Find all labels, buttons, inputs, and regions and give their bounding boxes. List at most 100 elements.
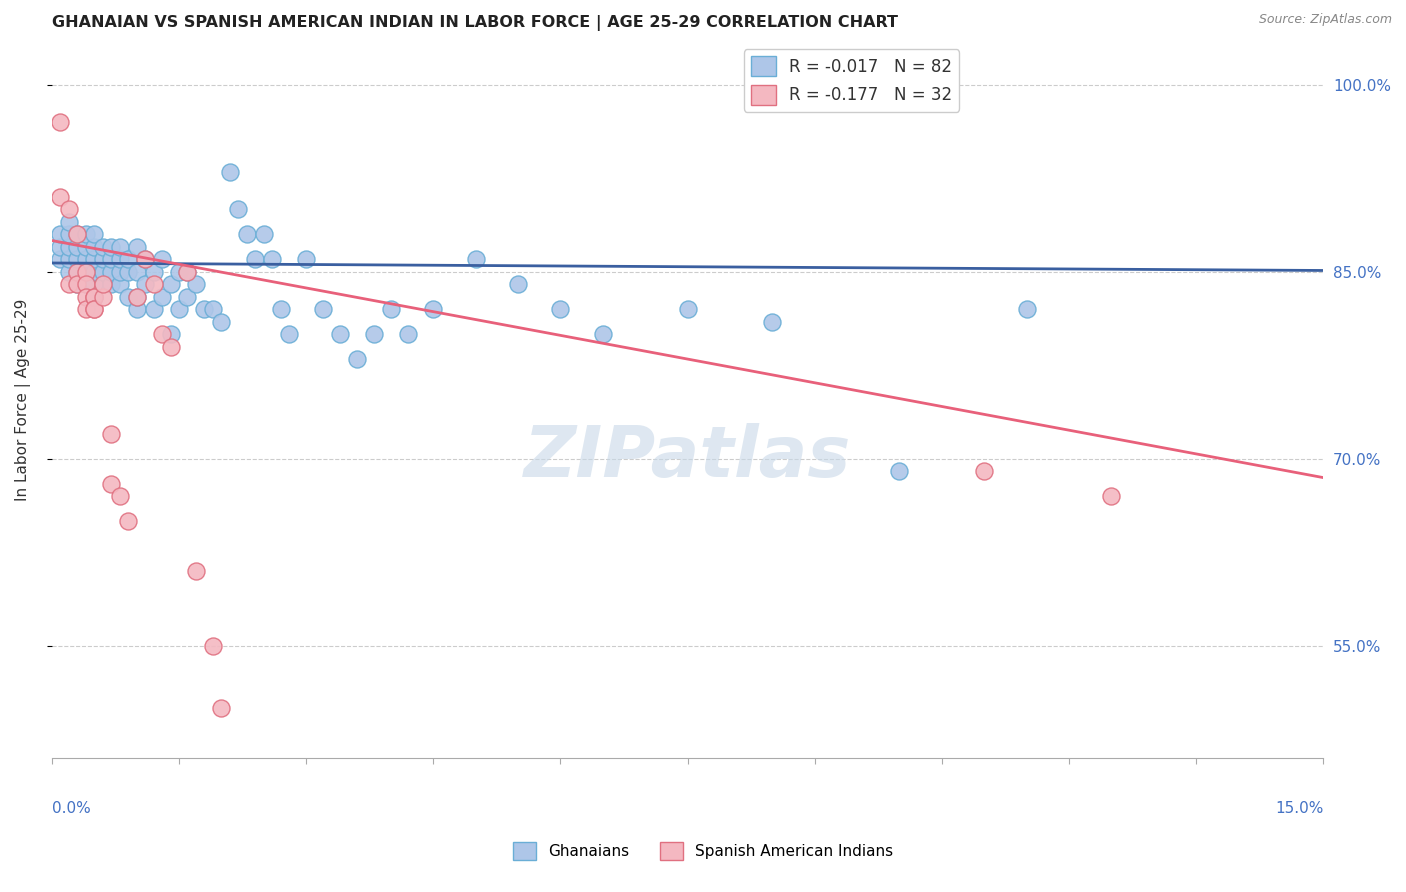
Point [134,252,156,267]
Point [58,265,80,279]
Point [49,227,72,242]
Point [201,639,224,653]
Point [100,277,122,292]
Point [100,240,122,254]
Point [75,265,97,279]
Point [49,240,72,254]
Point [117,252,139,267]
Point [66,277,89,292]
Point [396,327,419,342]
Point [176,290,198,304]
Y-axis label: In Labor Force | Age 25-29: In Labor Force | Age 25-29 [15,299,31,500]
Point [464,252,486,267]
Point [100,252,122,267]
Point [150,327,173,342]
Point [58,252,80,267]
Point [134,277,156,292]
Point [278,327,301,342]
Point [125,265,148,279]
Point [49,252,72,267]
Point [83,302,105,317]
Point [142,265,165,279]
Point [134,252,156,267]
Point [176,265,198,279]
Point [193,302,215,317]
Point [506,277,529,292]
Point [66,252,89,267]
Point [1015,302,1038,317]
Point [125,290,148,304]
Point [159,340,181,354]
Point [83,302,105,317]
Point [245,252,267,267]
Point [75,240,97,254]
Point [91,252,114,267]
Point [270,302,292,317]
Point [142,302,165,317]
Point [312,302,335,317]
Point [1099,489,1122,503]
Point [150,252,173,267]
Point [75,227,97,242]
Point [83,290,105,304]
Point [66,227,89,242]
Point [167,302,190,317]
Point [167,265,190,279]
Point [218,165,240,179]
Text: Source: ZipAtlas.com: Source: ZipAtlas.com [1258,13,1392,27]
Point [58,227,80,242]
Point [159,327,181,342]
Point [91,290,114,304]
Point [83,227,105,242]
Point [49,190,72,204]
Point [75,277,97,292]
Point [75,265,97,279]
Point [592,327,614,342]
Point [209,315,232,329]
Point [226,202,249,217]
Point [66,265,89,279]
Legend: R = -0.017   N = 82, R = -0.177   N = 32: R = -0.017 N = 82, R = -0.177 N = 32 [744,49,959,112]
Point [91,240,114,254]
Point [75,277,97,292]
Text: GHANAIAN VS SPANISH AMERICAN INDIAN IN LABOR FORCE | AGE 25-29 CORRELATION CHART: GHANAIAN VS SPANISH AMERICAN INDIAN IN L… [52,15,898,31]
Point [676,302,699,317]
Point [125,290,148,304]
Point [262,252,284,267]
Point [236,227,259,242]
Point [380,302,402,317]
Point [75,302,97,317]
Point [100,476,122,491]
Point [66,227,89,242]
Point [761,315,783,329]
Point [83,290,105,304]
Point [117,265,139,279]
Point [83,290,105,304]
Point [329,327,352,342]
Point [58,202,80,217]
Point [66,265,89,279]
Point [117,514,139,528]
Point [108,489,131,503]
Point [422,302,444,317]
Point [49,115,72,129]
Point [108,277,131,292]
Point [550,302,572,317]
Point [108,240,131,254]
Point [125,240,148,254]
Point [66,240,89,254]
Point [295,252,318,267]
Point [201,302,224,317]
Point [889,464,911,478]
Point [142,277,165,292]
Point [58,240,80,254]
Point [58,215,80,229]
Point [83,277,105,292]
Point [108,265,131,279]
Point [209,701,232,715]
Point [91,265,114,279]
Point [973,464,995,478]
Point [58,277,80,292]
Text: 15.0%: 15.0% [1275,801,1323,816]
Point [75,252,97,267]
